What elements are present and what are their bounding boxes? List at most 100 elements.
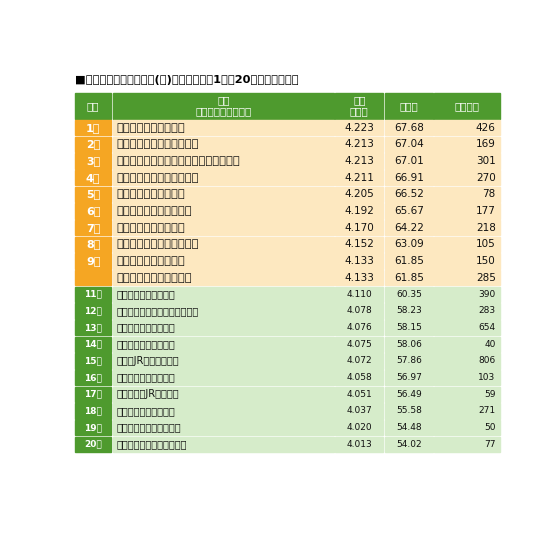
Text: 西鉄平尾（西鉄天神大牟田線）: 西鉄平尾（西鉄天神大牟田線） <box>116 306 198 316</box>
Text: 大濠公園（地下鉄空港線）: 大濠公園（地下鉄空港線） <box>116 139 199 149</box>
Bar <box>385 437 433 452</box>
Bar <box>335 403 383 419</box>
Bar <box>434 153 500 169</box>
Text: 4.223: 4.223 <box>344 123 374 133</box>
Bar <box>385 253 433 269</box>
Bar <box>75 253 111 269</box>
Text: 別府（地下鉄七隈線）: 別府（地下鉄七隈線） <box>116 222 185 233</box>
Bar <box>113 203 334 219</box>
Bar <box>75 303 111 319</box>
Bar <box>434 287 500 302</box>
Text: 4.013: 4.013 <box>346 440 372 448</box>
Bar <box>385 287 433 302</box>
Text: 薬院（西鉄天神大牟田線）: 薬院（西鉄天神大牟田線） <box>116 173 199 183</box>
Bar <box>434 170 500 186</box>
Text: 54.48: 54.48 <box>396 423 422 432</box>
Bar <box>335 353 383 368</box>
Bar <box>113 320 334 335</box>
Text: 13位: 13位 <box>84 323 102 332</box>
Bar <box>75 220 111 235</box>
Bar <box>113 120 334 135</box>
Text: 654: 654 <box>478 323 496 332</box>
Text: 室見（地下鉄空港線）: 室見（地下鉄空港線） <box>116 406 175 416</box>
Text: 16位: 16位 <box>84 373 102 382</box>
Text: 11位: 11位 <box>84 290 102 299</box>
Bar <box>385 120 433 135</box>
Bar <box>335 170 383 186</box>
Bar <box>385 320 433 335</box>
Text: 58.15: 58.15 <box>396 323 422 332</box>
Text: 77: 77 <box>484 440 496 448</box>
Bar <box>335 420 383 436</box>
Bar <box>75 353 111 368</box>
Bar <box>385 136 433 152</box>
Bar <box>113 270 334 285</box>
Bar <box>434 403 500 419</box>
Text: 20位: 20位 <box>84 440 102 448</box>
Text: 4.133: 4.133 <box>344 256 374 266</box>
Text: 香椎神宮（JR香椎線）: 香椎神宮（JR香椎線） <box>116 389 179 399</box>
Bar <box>385 370 433 385</box>
Text: 177: 177 <box>476 206 496 216</box>
Text: 桜坂（地下鉄七隈線）: 桜坂（地下鉄七隈線） <box>116 189 185 199</box>
Bar <box>75 370 111 385</box>
Text: 14位: 14位 <box>84 340 102 349</box>
Bar <box>434 303 500 319</box>
Text: 18位: 18位 <box>84 406 102 415</box>
Text: 169: 169 <box>476 139 496 149</box>
Bar <box>75 93 111 118</box>
Text: 12位: 12位 <box>84 306 102 315</box>
Text: 50: 50 <box>484 423 496 432</box>
Bar <box>434 337 500 352</box>
Text: 103: 103 <box>478 373 496 382</box>
Bar <box>113 370 334 385</box>
Bar <box>335 203 383 219</box>
Bar <box>75 170 111 186</box>
Bar <box>434 353 500 368</box>
Text: 61.85: 61.85 <box>394 256 424 266</box>
Bar <box>335 320 383 335</box>
Text: 105: 105 <box>476 239 496 249</box>
Text: 4.020: 4.020 <box>346 423 372 432</box>
Bar <box>75 236 111 252</box>
Text: 56.49: 56.49 <box>396 390 422 399</box>
Bar <box>335 370 383 385</box>
Bar <box>113 403 334 419</box>
Text: 78: 78 <box>482 189 496 199</box>
Text: 西鉄福岡（天神）（西鉄天神大牟田線）: 西鉄福岡（天神）（西鉄天神大牟田線） <box>116 156 240 166</box>
Bar <box>113 303 334 319</box>
Bar <box>113 136 334 152</box>
Text: 285: 285 <box>476 273 496 282</box>
Bar <box>385 93 433 118</box>
Text: ■住民に愛されている街(駅)ランキング＜1位～20位＞（福岡市）: ■住民に愛されている街(駅)ランキング＜1位～20位＞（福岡市） <box>75 75 299 85</box>
Bar <box>113 153 334 169</box>
Bar <box>335 220 383 235</box>
Text: 806: 806 <box>478 357 496 365</box>
Bar <box>385 353 433 368</box>
Text: 15位: 15位 <box>84 357 102 365</box>
Bar <box>335 386 383 402</box>
Text: 4.076: 4.076 <box>346 323 372 332</box>
Bar <box>385 187 433 202</box>
Bar <box>434 187 500 202</box>
Bar <box>335 303 383 319</box>
Bar <box>335 337 383 352</box>
Bar <box>113 420 334 436</box>
Text: 426: 426 <box>476 123 496 133</box>
Bar <box>385 203 433 219</box>
Text: 4位: 4位 <box>86 173 100 183</box>
Bar <box>335 437 383 452</box>
Text: 4.211: 4.211 <box>344 173 374 183</box>
Text: 4.110: 4.110 <box>346 290 372 299</box>
Bar <box>113 93 334 118</box>
Text: 六本松（地下鉄七隈線）: 六本松（地下鉄七隈線） <box>116 273 192 282</box>
Bar <box>335 120 383 135</box>
Text: 57.86: 57.86 <box>396 357 422 365</box>
Bar <box>434 386 500 402</box>
Bar <box>385 303 433 319</box>
Bar <box>335 270 383 285</box>
Bar <box>335 153 383 169</box>
Bar <box>75 120 111 135</box>
Text: 61.85: 61.85 <box>394 273 424 282</box>
Text: 54.02: 54.02 <box>396 440 422 448</box>
